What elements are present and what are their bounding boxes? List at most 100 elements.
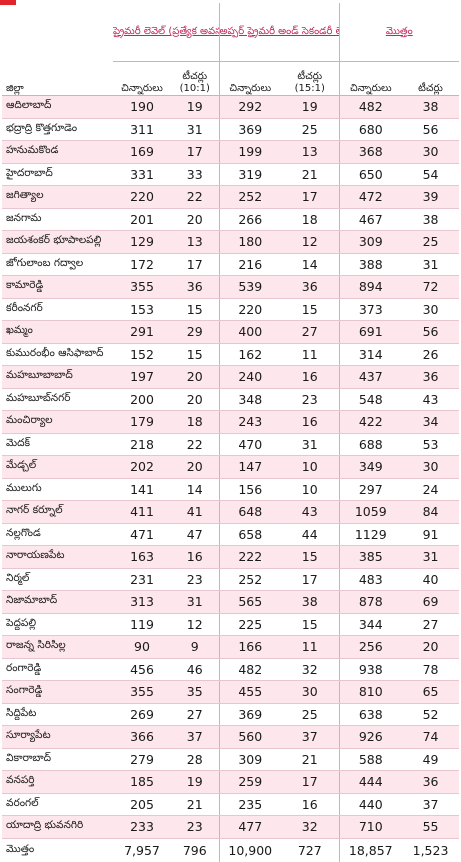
upper-children-cell: 482 [218, 658, 281, 681]
primary-children-cell: 456 [113, 658, 171, 681]
upper-children-cell: 477 [218, 815, 281, 839]
total-teachers-cell: 31 [402, 253, 460, 276]
table-row: సంగారెడ్డి 355 35 455 30 810 65 [2, 680, 460, 704]
upper-children-cell: 235 [218, 793, 281, 816]
group-header-row: ప్రైమరీ లెవెల్ (ప్రత్యేక అవసరాలుగలచిన్నా… [2, 3, 460, 62]
total-children-cell: 1129 [338, 523, 403, 546]
total-teachers-cell: 38 [402, 208, 460, 231]
primary-teachers-cell: 18 [171, 410, 219, 434]
column-header-row: జిల్లా చిన్నారులు టీచర్లు (10:1) చిన్నారు… [2, 61, 460, 96]
upper-children-cell: 369 [218, 703, 281, 726]
upper-teachers-cell: 23 [281, 388, 340, 411]
primary-teachers-cell: 33 [171, 163, 219, 186]
upper-teachers-cell: 37 [281, 725, 340, 749]
district-name-cell: భద్రాద్రి కొత్తగూడెం [2, 118, 113, 141]
totals-primary-teachers: 796 [171, 837, 219, 862]
primary-teachers-cell: 16 [171, 545, 219, 569]
table-row: ఆదిలాబాద్ 190 19 292 19 482 38 [2, 95, 460, 119]
upper-children-cell: 156 [218, 478, 281, 501]
district-header: జిల్లా [2, 61, 113, 96]
primary-teachers-cell: 36 [171, 275, 219, 299]
primary-children-cell: 231 [113, 568, 171, 591]
primary-teachers-cell: 31 [171, 118, 219, 141]
total-teachers-cell: 53 [402, 433, 460, 456]
upper-teachers-cell: 38 [281, 590, 340, 614]
primary-teachers-cell: 12 [171, 613, 219, 636]
primary-children-cell: 233 [113, 815, 171, 839]
table-row: నాగర్‌ కర్నూల్ 411 41 648 43 1059 84 [2, 500, 460, 524]
primary-teachers-cell: 22 [171, 185, 219, 209]
total-children-cell: 483 [338, 568, 403, 591]
district-name-cell: యాదాద్రి భువనగిరి [2, 815, 113, 839]
table-row: జోగులాంబ గద్వాల 172 17 216 14 388 31 [2, 253, 460, 276]
upper-children-cell: 648 [218, 500, 281, 524]
primary-teachers-cell: 20 [171, 455, 219, 479]
total-children-cell: 878 [338, 590, 403, 614]
primary-children-cell: 152 [113, 343, 171, 366]
total-children-cell: 938 [338, 658, 403, 681]
corner-accent [0, 0, 16, 5]
upper-children-cell: 560 [218, 725, 281, 749]
upper-teachers-cell: 10 [281, 455, 340, 479]
table-row: కుమురంభీం ఆసిఫాబాద్ 152 15 162 11 314 26 [2, 343, 460, 366]
district-name-cell: సిద్దిపేట [2, 703, 113, 726]
upper-teachers-cell: 21 [281, 748, 340, 771]
upper-children-cell: 240 [218, 365, 281, 389]
primary-children-cell: 411 [113, 500, 171, 524]
primary-teachers-cell: 17 [171, 140, 219, 164]
upper-children-cell: 162 [218, 343, 281, 366]
total-children-cell: 548 [338, 388, 403, 411]
upper-teachers-cell: 14 [281, 253, 340, 276]
total-teachers-cell: 40 [402, 568, 460, 591]
upper-teachers-cell: 10 [281, 478, 340, 501]
total-teachers-cell: 55 [402, 815, 460, 839]
total-teachers-cell: 36 [402, 365, 460, 389]
primary-teachers-cell: 20 [171, 388, 219, 411]
primary-children-cell: 129 [113, 230, 171, 254]
primary-teachers-cell: 46 [171, 658, 219, 681]
upper-children-cell: 216 [218, 253, 281, 276]
upper-children-cell: 220 [218, 298, 281, 321]
upper-children-cell: 309 [218, 748, 281, 771]
total-children-cell: 314 [338, 343, 403, 366]
table-row: సూర్యాపేట 366 37 560 37 926 74 [2, 725, 460, 749]
total-children-cell: 388 [338, 253, 403, 276]
total-children-cell: 309 [338, 230, 403, 254]
total-teachers-cell: 84 [402, 500, 460, 524]
total-teachers-header: టీచర్లు [402, 61, 460, 96]
total-children-cell: 472 [338, 185, 403, 209]
total-teachers-cell: 20 [402, 635, 460, 659]
total-children-cell: 688 [338, 433, 403, 456]
upper-teachers-cell: 11 [281, 343, 340, 366]
table-row: జనగామ 201 20 266 18 467 38 [2, 208, 460, 231]
district-name-cell: నాగర్‌ కర్నూల్ [2, 500, 113, 524]
primary-children-cell: 169 [113, 140, 171, 164]
table-row: మహబూబాబాద్ 197 20 240 16 437 36 [2, 365, 460, 389]
table-row: మేడ్చల్ 202 20 147 10 349 30 [2, 455, 460, 479]
primary-children-cell: 119 [113, 613, 171, 636]
total-teachers-cell: 26 [402, 343, 460, 366]
table-row: సిద్దిపేట 269 27 369 25 638 52 [2, 703, 460, 726]
primary-teachers-cell: 47 [171, 523, 219, 546]
upper-teachers-cell: 13 [281, 140, 340, 164]
primary-teachers-header: టీచర్లు (10:1) [171, 61, 219, 96]
upper-children-cell: 292 [218, 95, 281, 119]
table-row: నిర్మల్ 231 23 252 17 483 40 [2, 568, 460, 591]
district-name-cell: హైదరాబాద్ [2, 163, 113, 186]
table-row: హనుమకొండ 169 17 199 13 368 30 [2, 140, 460, 164]
upper-teachers-cell: 17 [281, 185, 340, 209]
district-name-cell: రంగారెడ్డి [2, 658, 113, 681]
primary-children-cell: 331 [113, 163, 171, 186]
primary-children-cell: 311 [113, 118, 171, 141]
upper-teachers-cell: 25 [281, 118, 340, 141]
primary-children-cell: 202 [113, 455, 171, 479]
primary-children-cell: 355 [113, 680, 171, 704]
district-name-cell: మంచిర్యాల [2, 410, 113, 434]
primary-children-cell: 200 [113, 388, 171, 411]
upper-children-cell: 180 [218, 230, 281, 254]
upper-level-header: అప్పర్ ప్రైమరీ అండ్ సెకండరీ లెవెల్ (ప్రత… [218, 3, 340, 62]
district-name-cell: సంగారెడ్డి [2, 680, 113, 704]
total-children-cell: 894 [338, 275, 403, 299]
primary-teachers-cell: 15 [171, 298, 219, 321]
primary-teachers-cell: 35 [171, 680, 219, 704]
